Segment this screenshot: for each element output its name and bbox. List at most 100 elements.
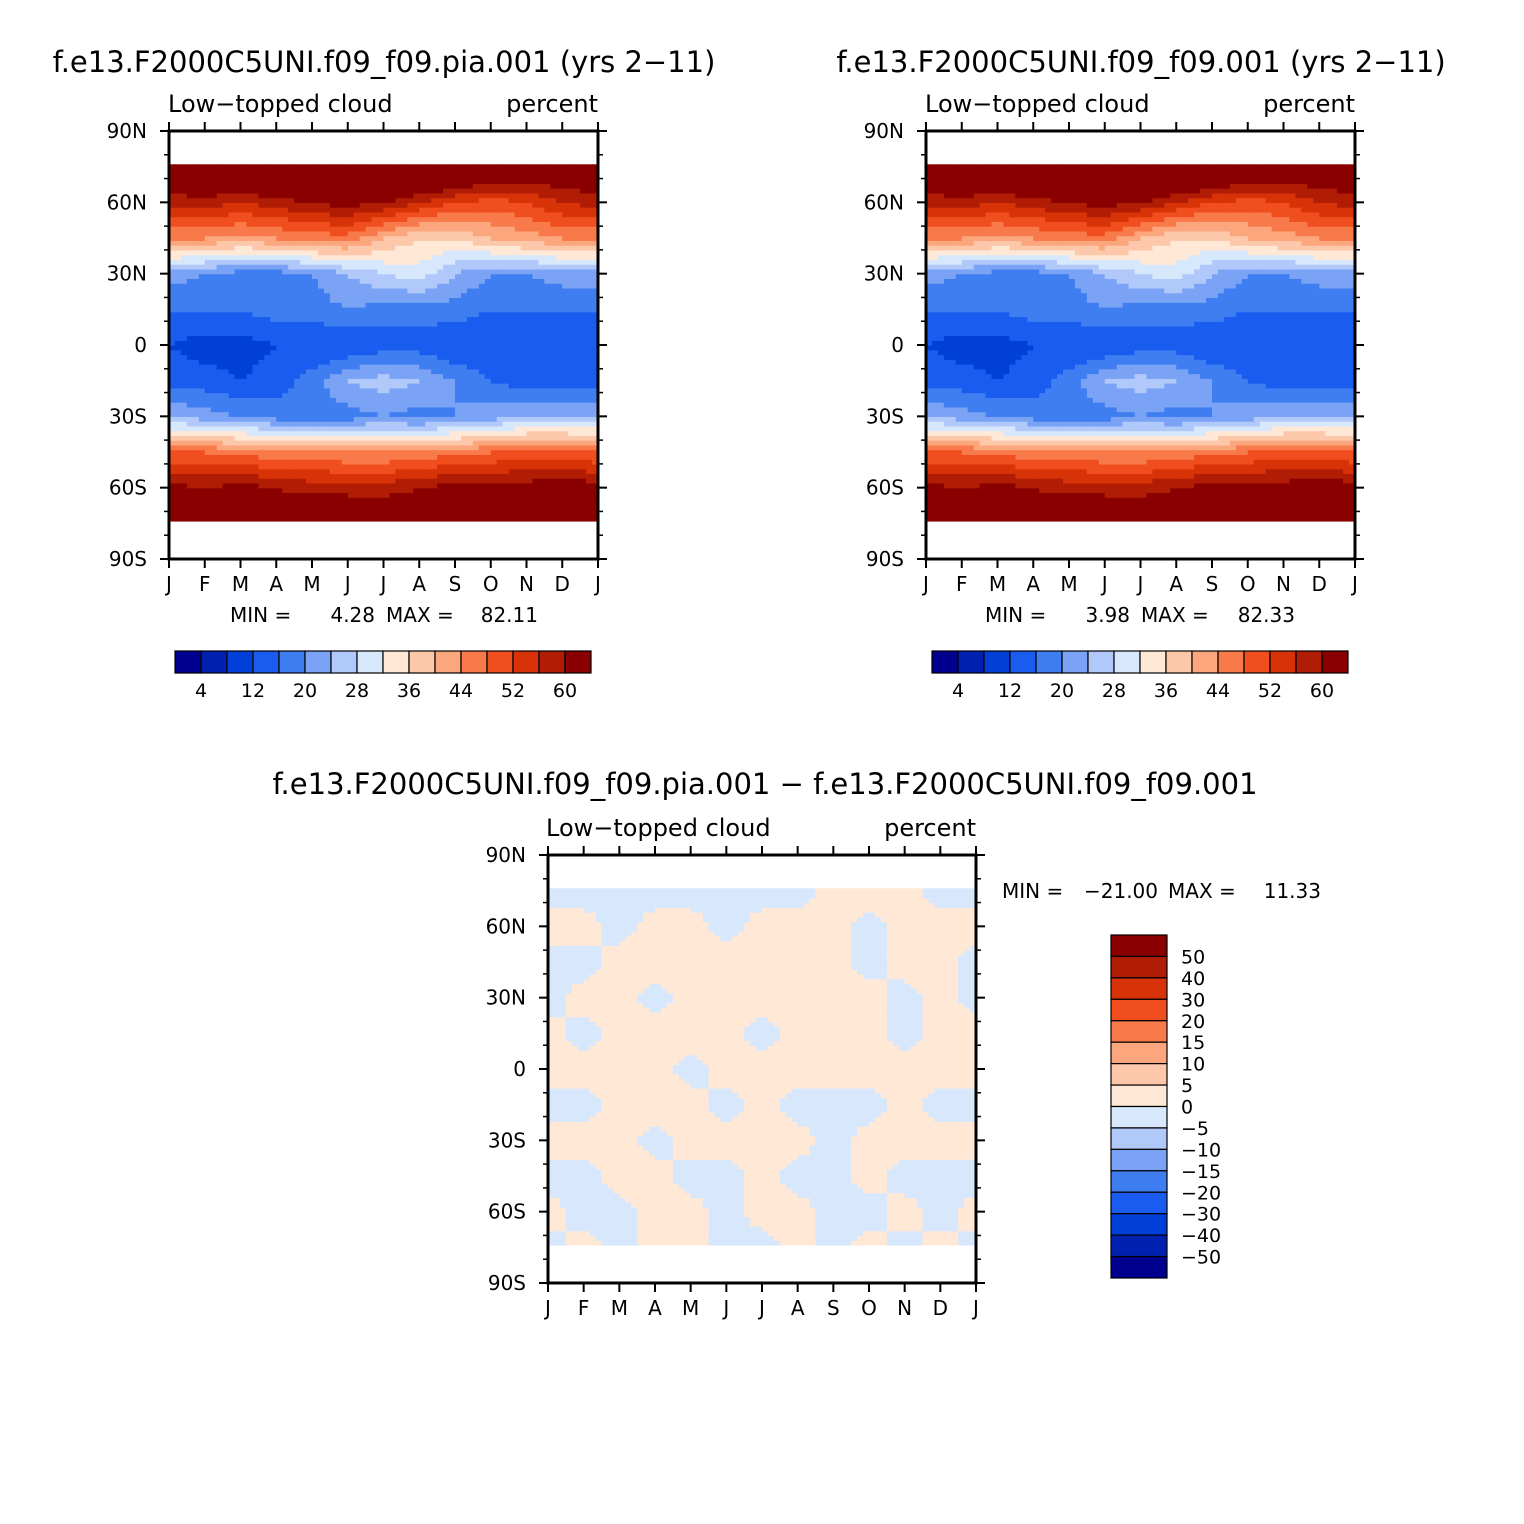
heatmap-cell [490, 330, 498, 337]
heatmap-cell [234, 197, 242, 203]
heatmap-cell [592, 192, 599, 199]
heatmap-cell [502, 416, 510, 422]
heatmap-cell [460, 516, 468, 522]
heatmap-cell [568, 482, 575, 489]
heatmap-cell [449, 221, 456, 227]
heatmap-cell [317, 373, 325, 379]
heatmap-cell [401, 449, 408, 455]
heatmap-cell [240, 221, 248, 227]
heatmap-cell [276, 478, 283, 484]
heatmap-cell [312, 501, 319, 508]
heatmap-cell [502, 383, 510, 389]
heatmap-cell [323, 402, 331, 408]
heatmap-cell [472, 245, 480, 251]
heatmap-cell [377, 254, 385, 260]
heatmap-cell [317, 340, 325, 346]
heatmap-cell [264, 311, 271, 318]
heatmap-cell [544, 492, 551, 498]
heatmap-cell [216, 468, 224, 474]
heatmap-cell [550, 216, 557, 222]
heatmap-cell [431, 207, 438, 213]
heatmap-cell [228, 221, 236, 227]
heatmap-cell [496, 192, 504, 199]
heatmap-cell [377, 249, 385, 256]
heatmap-cell [365, 378, 373, 384]
heatmap-cell [323, 297, 331, 303]
heatmap-cell [401, 478, 408, 484]
heatmap-cell [306, 468, 313, 474]
heatmap-cell [574, 368, 581, 375]
heatmap-cell [395, 235, 402, 241]
heatmap-cell [496, 287, 504, 294]
heatmap-cell [484, 254, 492, 260]
heatmap-cell [294, 459, 301, 465]
heatmap-cell [252, 188, 259, 194]
heatmap-cell [294, 264, 301, 270]
heatmap-cell [443, 340, 450, 346]
heatmap-cell [395, 245, 402, 251]
heatmap-cell [246, 378, 254, 384]
heatmap-cell [228, 202, 236, 208]
heatmap-cell [341, 235, 349, 241]
heatmap-cell [216, 364, 224, 370]
heatmap-cell [186, 378, 194, 384]
heatmap-cell [443, 482, 450, 489]
heatmap-cell [395, 311, 402, 318]
heatmap-cell [413, 226, 420, 232]
heatmap-cell [323, 192, 331, 199]
heatmap-cell [389, 497, 397, 503]
heatmap-cell [431, 330, 438, 337]
heatmap-cell [180, 254, 188, 260]
heatmap-cell [389, 421, 397, 427]
heatmap-cell [317, 306, 325, 313]
heatmap-cell [556, 501, 563, 508]
heatmap-cell [288, 416, 295, 422]
heatmap-cell [490, 278, 498, 284]
heatmap-cell [276, 192, 283, 199]
heatmap-cell [472, 444, 480, 451]
heatmap-cell [323, 392, 331, 398]
heatmap-cell [544, 321, 551, 327]
heatmap-cell [514, 463, 522, 470]
heatmap-cell [270, 444, 277, 451]
heatmap-cell [204, 406, 212, 413]
heatmap-cell [341, 425, 349, 432]
heatmap-cell [323, 306, 331, 313]
heatmap-cell [222, 207, 230, 213]
heatmap-cell [484, 501, 492, 508]
heatmap-cell [306, 264, 313, 270]
heatmap-cell [371, 306, 379, 313]
heatmap-cell [419, 287, 426, 294]
heatmap-cell [264, 302, 271, 308]
heatmap-cell [198, 387, 206, 394]
heatmap-cell [437, 340, 444, 346]
heatmap-cell [216, 449, 224, 455]
heatmap-cell [490, 397, 498, 403]
heatmap-cell [347, 221, 355, 227]
heatmap-cell [419, 235, 426, 241]
heatmap-cell [288, 273, 295, 280]
heatmap-cell [490, 421, 498, 427]
heatmap-cell [502, 321, 510, 327]
heatmap-cell [586, 259, 593, 265]
heatmap-cell [180, 506, 188, 513]
heatmap-cell [490, 202, 498, 208]
heatmap-cell [556, 511, 563, 517]
heatmap-cell [180, 297, 188, 303]
heatmap-cell [282, 506, 289, 513]
heatmap-cell [335, 202, 343, 208]
heatmap-cell [198, 449, 206, 455]
heatmap-cell [300, 311, 307, 318]
heatmap-cell [556, 340, 563, 346]
heatmap-cell [371, 387, 379, 394]
heatmap-cell [526, 492, 534, 498]
heatmap-cell [526, 335, 534, 341]
heatmap-cell [419, 297, 426, 303]
heatmap-cell [484, 202, 492, 208]
heatmap-cell [174, 411, 182, 417]
heatmap-cell [431, 435, 438, 441]
heatmap-cell [562, 516, 569, 522]
heatmap-cell [222, 226, 230, 232]
heatmap-cell [222, 478, 230, 484]
heatmap-cell [407, 306, 414, 313]
